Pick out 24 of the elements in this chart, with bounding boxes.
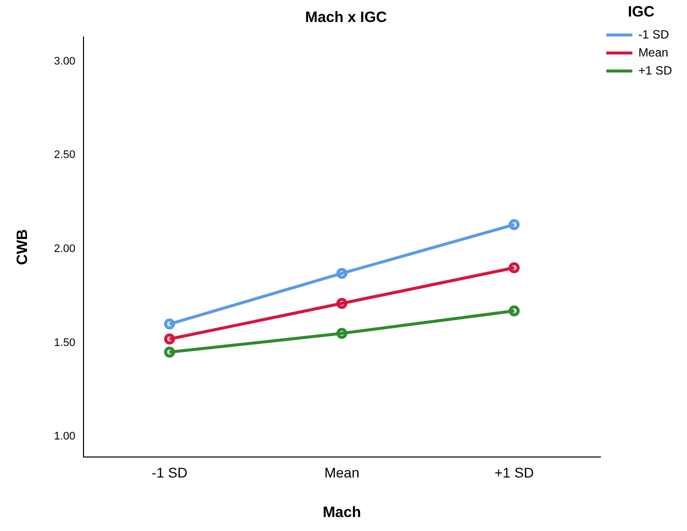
y-tick-label: 1.00 bbox=[54, 430, 76, 443]
x-tick-label: -1 SD bbox=[152, 464, 188, 480]
chart-title: Mach x IGC bbox=[305, 9, 388, 26]
y-tick-label: 3.00 bbox=[54, 55, 76, 68]
y-tick-label: 1.50 bbox=[54, 336, 76, 349]
legend-label: -1 SD bbox=[638, 27, 670, 42]
y-tick-label: 2.00 bbox=[54, 243, 76, 256]
x-tick-label: +1 SD bbox=[494, 464, 534, 480]
legend-title: IGC bbox=[628, 4, 655, 21]
y-axis-title: CWB bbox=[14, 229, 32, 266]
point bbox=[508, 305, 520, 316]
point bbox=[508, 262, 520, 274]
x-axis-title: Mach bbox=[322, 504, 362, 522]
point bbox=[336, 328, 348, 339]
x-tick-label: Mean bbox=[324, 464, 360, 480]
point bbox=[164, 334, 176, 345]
point bbox=[336, 268, 348, 279]
y-tick-label: 2.50 bbox=[54, 149, 76, 162]
point bbox=[336, 298, 348, 309]
point bbox=[164, 318, 176, 330]
legend-label: Mean bbox=[638, 45, 668, 60]
legend-label: +1 SD bbox=[638, 63, 672, 78]
point bbox=[508, 219, 520, 230]
point bbox=[164, 346, 176, 358]
